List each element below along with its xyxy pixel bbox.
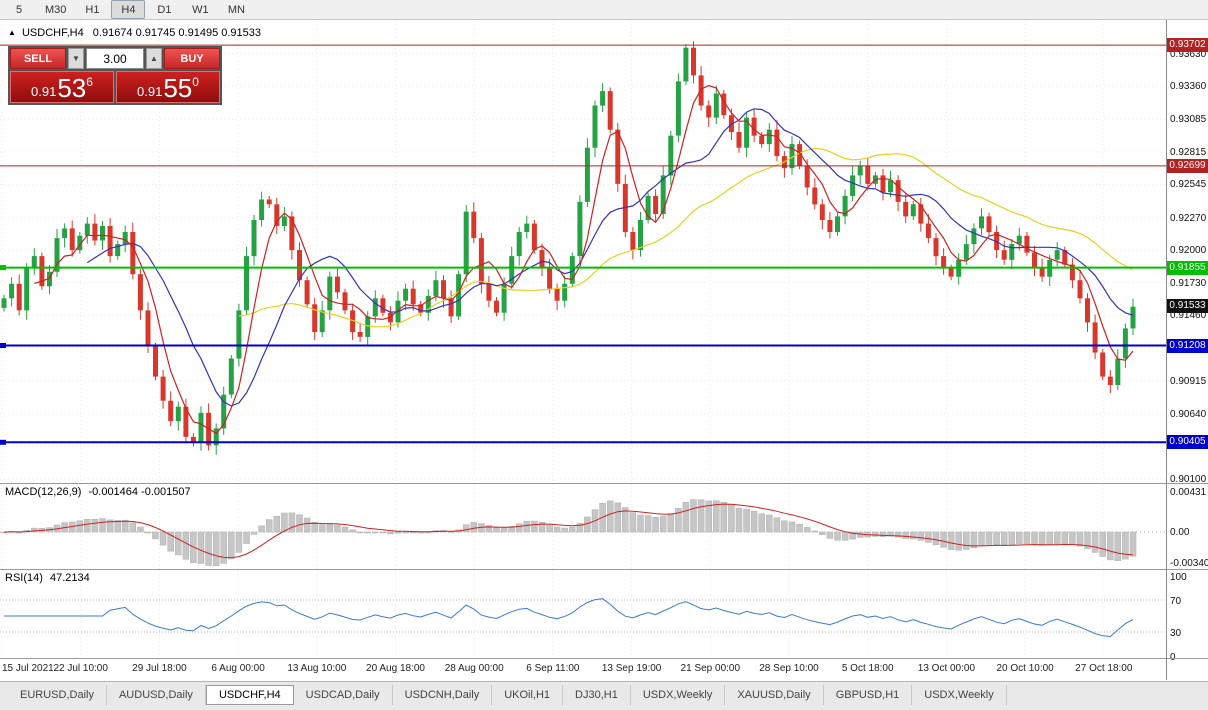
buy-button[interactable]: BUY (164, 48, 220, 69)
timeframe-toolbar: 5 M30 H1 H4 D1 W1 MN (0, 0, 1208, 20)
timeframe-button-W1[interactable]: W1 (192, 3, 209, 16)
price-axis-tick: 0.93630 (1170, 48, 1207, 60)
timeframe-button-H4[interactable]: H4 (111, 0, 146, 19)
timeframe-button-M30[interactable]: M30 (45, 3, 67, 16)
sell-price-display[interactable]: 0.91 53 6 (10, 71, 114, 103)
time-axis-tick: 21 Sep 00:00 (680, 663, 741, 674)
rsi-indicator-pane[interactable] (0, 570, 1166, 658)
chart-tab-AUDUSD-Daily[interactable]: AUDUSD,Daily (107, 685, 206, 705)
chart-title: ▲ USDCHF,H4 0.91674 0.91745 0.91495 0.91… (8, 27, 261, 39)
time-axis-tick: 13 Sep 19:00 (601, 663, 662, 674)
buy-price-display[interactable]: 0.91 55 0 (116, 71, 220, 103)
price-axis-tick: 0.92270 (1170, 212, 1207, 224)
chart-tab-USDX-Weekly[interactable]: USDX,Weekly (912, 685, 1007, 705)
bid-price-label: 0.91533 (1167, 299, 1208, 314)
price-axis-separator (1166, 20, 1167, 680)
chart-tab-EURUSD-Daily[interactable]: EURUSD,Daily (8, 685, 107, 705)
timeframe-button-H1[interactable]: H1 (85, 3, 100, 16)
rsi-axis-tick: 0 (1170, 652, 1176, 663)
rsi-value: 47.2134 (49, 572, 90, 584)
price-axis-tick: 0.90640 (1170, 408, 1207, 420)
timeframe-button-MN[interactable]: MN (227, 3, 245, 16)
price-axis-tick: 0.93085 (1170, 114, 1207, 126)
chart-tab-USDX-Weekly[interactable]: USDX,Weekly (631, 685, 726, 705)
timeframe-button-D1[interactable]: D1 (157, 3, 172, 16)
time-axis-tick: 29 Jul 18:00 (132, 663, 187, 674)
time-axis-tick: 13 Aug 10:00 (287, 663, 347, 674)
rsi-axis-tick: 70 (1170, 596, 1182, 607)
level-price-label: 0.93702 (1167, 38, 1208, 53)
rsi-axis-tick: 100 (1170, 572, 1187, 583)
sell-price-prefix: 0.91 (31, 84, 57, 99)
time-axis-tick: 15 Jul 2021 (2, 663, 54, 674)
chart-tab-USDCHF-H4[interactable]: USDCHF,H4 (205, 685, 294, 705)
buy-price-prefix: 0.91 (137, 84, 163, 99)
level-price-label: 0.91855 (1167, 260, 1208, 275)
time-axis-tick: 28 Sep 10:00 (759, 663, 819, 674)
rsi-label: RSI(14) 47.2134 (5, 572, 90, 584)
candlesticks (1, 41, 1136, 455)
rsi-grid (0, 570, 1166, 658)
price-axis-tick: 0.90915 (1170, 375, 1207, 387)
rsi-line (4, 598, 1134, 638)
price-chart-pane[interactable] (0, 20, 1166, 483)
lot-size-input[interactable]: 3.00 (86, 48, 144, 69)
chart-collapse-icon[interactable]: ▲ (8, 28, 16, 37)
time-axis-tick: 5 Oct 18:00 (841, 663, 894, 674)
pane-separator-macd[interactable] (0, 483, 1208, 484)
rsi-axis-tick: 30 (1170, 628, 1182, 639)
level-price-label: 0.92699 (1167, 158, 1208, 173)
macd-axis-tick: 0.00431 (1170, 487, 1207, 499)
price-axis-tick: 0.91730 (1170, 277, 1207, 289)
chart-tab-USDCAD-Daily[interactable]: USDCAD,Daily (294, 685, 393, 705)
macd-histogram (0, 499, 1137, 566)
level-price-label: 0.91208 (1167, 338, 1208, 353)
time-axis-tick: 22 Jul 10:00 (53, 663, 108, 674)
price-axis-tick: 0.93360 (1170, 81, 1207, 93)
chart-tab-GBPUSD-H1[interactable]: GBPUSD,H1 (824, 685, 913, 705)
moving-averages (34, 84, 1134, 434)
price-axis-tick: 0.91460 (1170, 310, 1207, 322)
macd-signal-line (3, 503, 1134, 559)
time-axis-tick: 6 Sep 11:00 (526, 663, 580, 674)
chart-tab-UKOil-H1[interactable]: UKOil,H1 (492, 685, 564, 705)
pane-separator-timeaxis (0, 658, 1208, 659)
buy-price-pip-digit: 0 (192, 75, 199, 89)
macd-axis-tick: 0.00 (1170, 527, 1190, 539)
sell-button[interactable]: SELL (10, 48, 66, 69)
buy-price-big-digits: 55 (163, 73, 193, 103)
time-axis-tick: 27 Oct 18:00 (1075, 663, 1133, 674)
pane-separator-rsi[interactable] (0, 569, 1208, 570)
time-axis-tick: 6 Aug 00:00 (211, 663, 265, 674)
price-axis-tick: 0.92545 (1170, 179, 1207, 191)
chart-ohlc-values: 0.91674 0.91745 0.91495 0.91533 (92, 27, 261, 39)
chart-tab-DJ30-H1[interactable]: DJ30,H1 (563, 685, 631, 705)
macd-values: -0.001464 -0.001507 (88, 486, 191, 498)
chart-tab-XAUUSD-Daily[interactable]: XAUUSD,Daily (725, 685, 824, 705)
macd-indicator-pane[interactable] (0, 484, 1166, 569)
time-axis-tick: 20 Aug 18:00 (366, 663, 425, 674)
level-price-label: 0.90405 (1167, 435, 1208, 450)
lot-increase-button[interactable]: ▲ (146, 48, 162, 69)
price-axis-tick: 0.92815 (1170, 146, 1207, 158)
time-axis-tick: 20 Oct 10:00 (996, 663, 1054, 674)
chart-tab-bar: EURUSD,Daily AUDUSD,Daily USDCHF,H4 USDCAD,… (0, 681, 1208, 710)
chart-tab-USDCNH-Daily[interactable]: USDCNH,Daily (393, 685, 493, 705)
macd-axis-tick: -0.00340 (1170, 558, 1208, 570)
sell-price-big-digits: 53 (57, 73, 87, 103)
time-axis-tick: 13 Oct 00:00 (917, 663, 976, 674)
lot-decrease-button[interactable]: ▼ (68, 48, 84, 69)
price-axis-tick: 0.90100 (1170, 474, 1207, 486)
timeframe-button-5[interactable]: 5 (15, 3, 23, 16)
horizontal-level-lines[interactable] (0, 44, 1166, 445)
chart-symbol-period: USDCHF,H4 (21, 27, 84, 39)
time-axis-tick: 28 Aug 00:00 (444, 663, 504, 674)
price-axis-tick: 0.92000 (1170, 245, 1207, 257)
sell-price-pip-digit: 6 (86, 75, 93, 89)
one-click-trading-panel: SELL ▼ 3.00 ▲ BUY 0.91 53 6 0.91 55 0 (8, 46, 222, 105)
macd-label: MACD(12,26,9) -0.001464 -0.001507 (5, 486, 191, 498)
